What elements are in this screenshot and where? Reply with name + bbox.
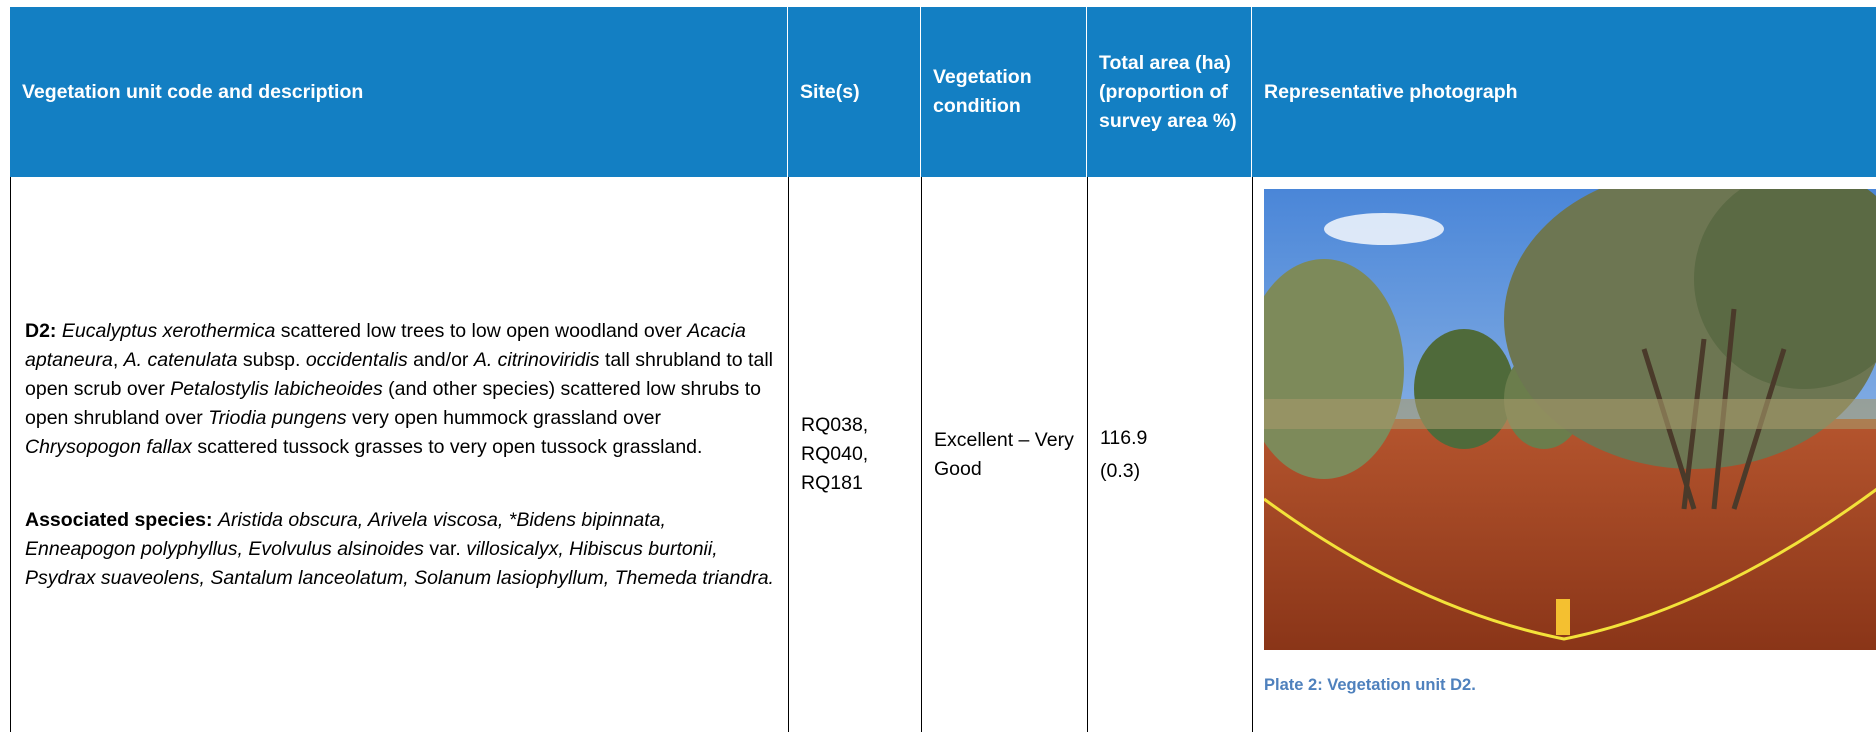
area: 116.9 (0.3)	[1100, 424, 1147, 486]
condition: Excellent – Very Good	[934, 428, 1074, 480]
sites: RQ038, RQ040, RQ181	[801, 411, 868, 498]
condition-cell: Excellent – Very Good	[921, 177, 1087, 732]
area-cell: 116.9 (0.3)	[1087, 177, 1252, 732]
text-run: var.	[423, 537, 467, 560]
photograph	[1264, 189, 1876, 650]
text-run: A. catenulata	[123, 348, 238, 371]
description-paragraph: Associated species: Aristida obscura, Ar…	[25, 506, 774, 593]
header-cell: Representative photograph	[1252, 7, 1876, 177]
text-run: villosicalyx, Hibiscus burtonii, Psydrax…	[25, 537, 774, 589]
description-paragraph: D2: Eucalyptus xerothermica scattered lo…	[25, 317, 774, 462]
text-run: very open hummock grassland over	[346, 406, 661, 429]
text-run: subsp.	[237, 348, 306, 371]
area-line: 116.9	[1100, 426, 1148, 449]
text-run: Chrysopogon fallax	[25, 435, 192, 458]
text-run: tall shrubland to tall open scrub over	[25, 348, 773, 400]
text-run: (and other species) scattered low shrubs…	[25, 377, 761, 429]
text-run: Triodia pungens	[208, 406, 347, 429]
description: D2: Eucalyptus xerothermica scattered lo…	[25, 317, 774, 593]
text-run: Aristida obscura, Arivela viscosa, *Bide…	[25, 508, 666, 560]
header-cell: Vegetation condition	[921, 7, 1087, 177]
site: RQ038,	[801, 414, 869, 436]
site: RQ040,	[801, 443, 869, 465]
sites-cell: RQ038, RQ040, RQ181	[788, 177, 921, 732]
description-cell: D2: Eucalyptus xerothermica scattered lo…	[10, 177, 788, 732]
site: RQ181	[801, 472, 863, 494]
text-run: occidentalis	[305, 348, 408, 371]
header-text: Representative photograph	[1264, 80, 1518, 103]
header-text: Site(s)	[800, 80, 860, 103]
text-run: scattered low trees to low open woodland…	[275, 319, 688, 342]
header-text: Vegetation condition	[933, 66, 1032, 117]
text-run: ,	[112, 348, 124, 371]
header-text: Vegetation unit code and description	[22, 80, 364, 103]
text-run: Acacia aptaneura	[25, 319, 746, 371]
text-run: A. citrinoviridis	[473, 348, 600, 371]
text-run: Petalostylis labicheoides	[170, 377, 383, 400]
header-cell: Total area (ha) (proportion of survey ar…	[1087, 7, 1252, 177]
header-cell: Vegetation unit code and description	[10, 7, 788, 177]
text-run: and/or	[407, 348, 474, 371]
photo-caption: Plate 2: Vegetation unit D2.	[1264, 676, 1476, 694]
text-run: Associated species:	[25, 508, 213, 531]
photo-cell: Plate 2: Vegetation unit D2.	[1252, 177, 1876, 732]
text-run: scattered tussock grasses to very open t…	[191, 435, 703, 458]
header-cell: Site(s)	[788, 7, 921, 177]
header-text: Total area (ha) (proportion of survey ar…	[1099, 51, 1237, 132]
text-run: D2:	[25, 319, 57, 342]
area-line: (0.3)	[1100, 459, 1141, 482]
text-run: Eucalyptus xerothermica	[61, 319, 276, 342]
